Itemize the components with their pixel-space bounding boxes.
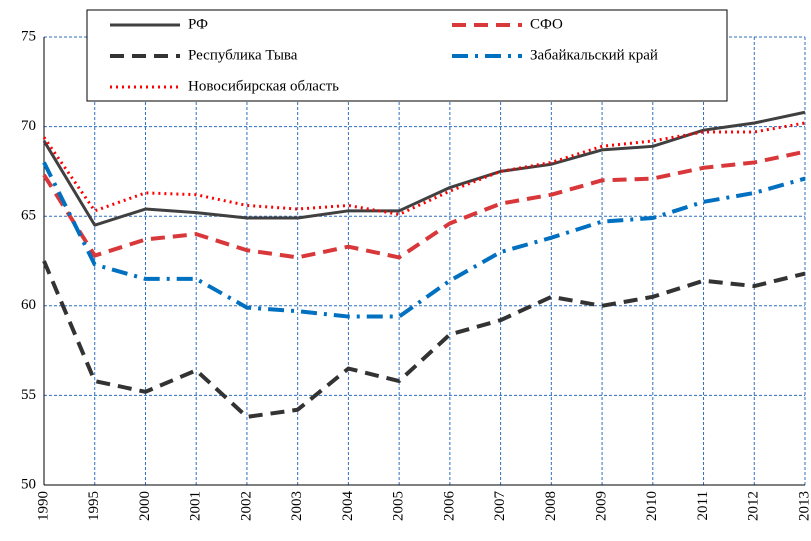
x-tick-label: 2000 (137, 491, 153, 521)
x-tick-label: 1990 (35, 491, 51, 521)
legend-label: Забайкальский край (530, 47, 658, 63)
x-tick-label: 2012 (746, 491, 762, 521)
y-tick-label: 65 (21, 208, 36, 224)
series-line (42, 149, 806, 260)
x-tick-label: 2006 (441, 491, 457, 522)
series-line (42, 110, 806, 227)
x-tick-label: 2013 (796, 491, 811, 521)
x-tick-label: 2005 (391, 491, 407, 521)
x-tick-label: 2011 (695, 491, 711, 520)
series-line (42, 121, 806, 216)
y-tick-label: 60 (21, 297, 36, 313)
series-line (42, 260, 806, 419)
legend-box (86, 9, 728, 102)
x-tick-label: 2007 (492, 491, 508, 522)
legend-label: РФ (188, 16, 208, 32)
x-tick-label: 2002 (238, 491, 254, 521)
x-tick-label: 1995 (86, 491, 102, 521)
legend-label: Республика Тыва (188, 47, 298, 63)
legend-label: СФО (530, 16, 563, 32)
series-line (42, 161, 806, 319)
x-tick-label: 2003 (289, 491, 305, 521)
y-tick-label: 55 (21, 387, 36, 403)
x-tick-label: 2001 (188, 491, 204, 521)
y-tick-label: 75 (21, 28, 36, 44)
x-tick-label: 2010 (644, 491, 660, 521)
x-tick-label: 2009 (594, 491, 610, 521)
x-tick-label: 2008 (543, 491, 559, 521)
legend-label: Новосибирская область (188, 78, 339, 94)
y-tick-label: 70 (21, 118, 36, 134)
x-tick-label: 2004 (340, 491, 356, 522)
y-tick-label: 50 (21, 476, 36, 492)
